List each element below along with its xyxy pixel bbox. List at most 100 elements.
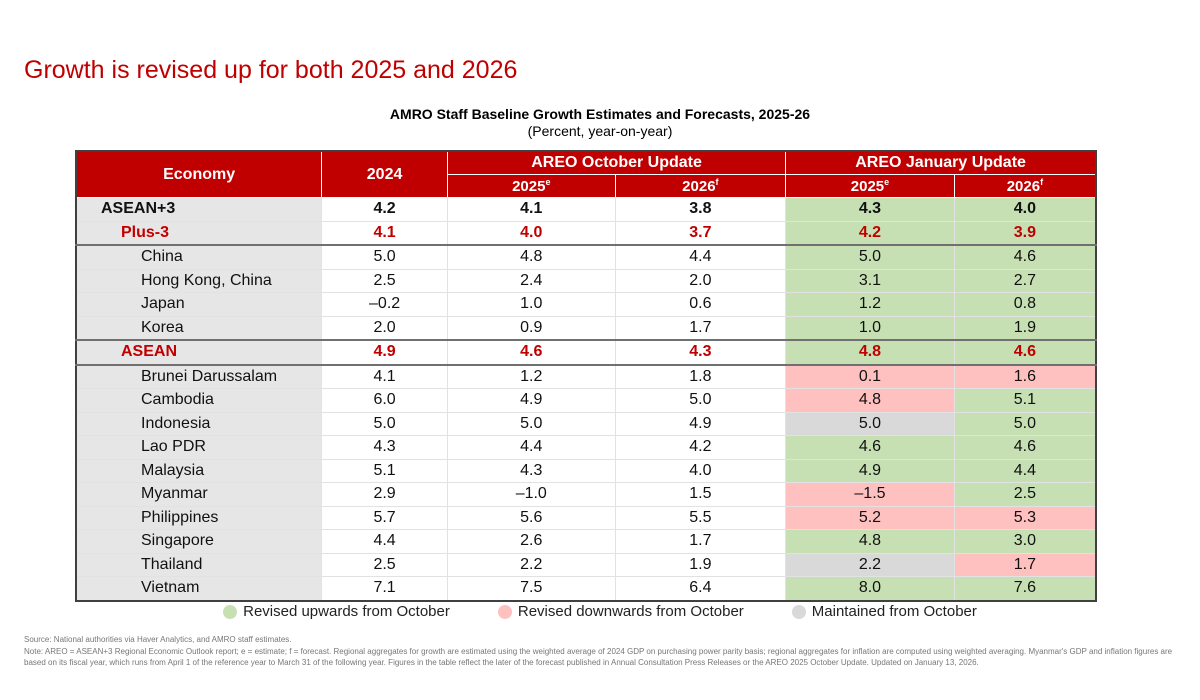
economy-cell: Hong Kong, China (75, 268, 323, 293)
table-row: Singapore 4.4 2.6 1.7 4.8 3.0 (75, 529, 1097, 554)
economy-cell: ASEAN+3 (75, 197, 323, 222)
value-oct-2025: 4.1 (446, 197, 616, 222)
value-jan-2026: 1.9 (953, 315, 1097, 341)
value-jan-2025: 3.1 (785, 268, 955, 293)
value-oct-2026: 5.5 (614, 505, 787, 530)
source-note: Source: National authorities via Haver A… (24, 635, 292, 644)
value-2024: 2.9 (321, 482, 448, 507)
table-row: ASEAN 4.9 4.6 4.3 4.8 4.6 (75, 339, 1097, 365)
economy-cell: Japan (75, 292, 323, 317)
value-2024: 4.2 (321, 197, 448, 222)
table-row: Malaysia 5.1 4.3 4.0 4.9 4.4 (75, 458, 1097, 483)
value-jan-2025: 1.2 (785, 292, 955, 317)
value-jan-2026: 0.8 (953, 292, 1097, 317)
value-oct-2025: 2.2 (446, 552, 616, 577)
header-oct-2025: 2025e (446, 174, 616, 198)
value-jan-2026: 1.6 (953, 363, 1097, 389)
value-2024: 4.1 (321, 220, 448, 246)
legend-item: Maintained from October (791, 603, 977, 620)
value-oct-2025: 4.3 (446, 458, 616, 483)
header-october-update: AREO October Update (446, 150, 787, 175)
table-row: ASEAN+3 4.2 4.1 3.8 4.3 4.0 (75, 197, 1097, 222)
value-jan-2026: 7.6 (953, 576, 1097, 601)
value-jan-2026: 5.3 (953, 505, 1097, 530)
value-jan-2026: 5.0 (953, 411, 1097, 436)
value-jan-2025: 2.2 (785, 552, 955, 577)
value-oct-2026: 5.0 (614, 388, 787, 413)
value-jan-2026: 1.7 (953, 552, 1097, 577)
value-2024: 7.1 (321, 576, 448, 601)
table-row: Lao PDR 4.3 4.4 4.2 4.6 4.6 (75, 435, 1097, 460)
legend-dot-icon (497, 604, 512, 619)
value-2024: 2.0 (321, 315, 448, 341)
table-row: Brunei Darussalam 4.1 1.2 1.8 0.1 1.6 (75, 363, 1097, 389)
table-row: China 5.0 4.8 4.4 5.0 4.6 (75, 244, 1097, 270)
value-jan-2025: 4.9 (785, 458, 955, 483)
value-oct-2026: 0.6 (614, 292, 787, 317)
value-jan-2026: 4.6 (953, 435, 1097, 460)
value-oct-2026: 1.7 (614, 529, 787, 554)
value-jan-2026: 4.6 (953, 339, 1097, 365)
legend-item: Revised downwards from October (497, 603, 744, 620)
value-oct-2025: 5.6 (446, 505, 616, 530)
value-jan-2025: 4.6 (785, 435, 955, 460)
slide-title: Growth is revised up for both 2025 and 2… (24, 56, 518, 84)
economy-cell: Myanmar (75, 482, 323, 507)
value-jan-2025: –1.5 (785, 482, 955, 507)
value-oct-2026: 2.0 (614, 268, 787, 293)
value-oct-2025: 2.4 (446, 268, 616, 293)
table-row: Hong Kong, China 2.5 2.4 2.0 3.1 2.7 (75, 268, 1097, 293)
value-oct-2026: 3.7 (614, 220, 787, 246)
value-jan-2025: 4.8 (785, 388, 955, 413)
value-2024: –0.2 (321, 292, 448, 317)
value-oct-2025: 5.0 (446, 411, 616, 436)
economy-cell: Philippines (75, 505, 323, 530)
header-jan-2026: 2026f (953, 174, 1097, 198)
value-jan-2025: 1.0 (785, 315, 955, 341)
legend-dot-icon (223, 604, 238, 619)
table-row: Philippines 5.7 5.6 5.5 5.2 5.3 (75, 505, 1097, 530)
value-jan-2025: 4.2 (785, 220, 955, 246)
value-oct-2025: 1.0 (446, 292, 616, 317)
value-oct-2026: 4.3 (614, 339, 787, 365)
value-oct-2025: 0.9 (446, 315, 616, 341)
value-oct-2025: 1.2 (446, 363, 616, 389)
value-oct-2026: 4.9 (614, 411, 787, 436)
value-oct-2025: 7.5 (446, 576, 616, 601)
growth-table: Economy 2024 AREO October Update AREO Ja… (75, 150, 1097, 602)
value-jan-2026: 3.9 (953, 220, 1097, 246)
note-text: Note: AREO = ASEAN+3 Regional Economic O… (24, 646, 1173, 668)
value-2024: 4.9 (321, 339, 448, 365)
value-2024: 4.4 (321, 529, 448, 554)
table-row: Thailand 2.5 2.2 1.9 2.2 1.7 (75, 552, 1097, 577)
header-jan-2025: 2025e (785, 174, 955, 198)
value-oct-2026: 1.9 (614, 552, 787, 577)
header-2024: 2024 (321, 150, 448, 198)
legend: Revised upwards from October Revised down… (0, 603, 1200, 620)
legend-label: Revised downwards from October (517, 603, 744, 620)
economy-cell: Plus-3 (75, 220, 323, 246)
value-jan-2026: 5.1 (953, 388, 1097, 413)
table-subtitle: (Percent, year-on-year) (527, 123, 673, 139)
table-row: Cambodia 6.0 4.9 5.0 4.8 5.1 (75, 388, 1097, 413)
value-jan-2025: 4.3 (785, 197, 955, 222)
legend-item: Revised upwards from October (223, 603, 450, 620)
footnotes: Source: National authorities via Haver A… (24, 634, 1174, 669)
header-january-update: AREO January Update (785, 150, 1097, 175)
value-2024: 4.1 (321, 363, 448, 389)
economy-cell: Korea (75, 315, 323, 341)
value-jan-2026: 2.7 (953, 268, 1097, 293)
value-2024: 5.1 (321, 458, 448, 483)
value-oct-2026: 1.5 (614, 482, 787, 507)
value-oct-2025: 4.0 (446, 220, 616, 246)
economy-cell: Singapore (75, 529, 323, 554)
value-jan-2026: 3.0 (953, 529, 1097, 554)
table-row: Myanmar 2.9 –1.0 1.5 –1.5 2.5 (75, 482, 1097, 507)
value-oct-2025: –1.0 (446, 482, 616, 507)
value-jan-2026: 4.4 (953, 458, 1097, 483)
economy-cell: Indonesia (75, 411, 323, 436)
legend-dot-icon (791, 604, 806, 619)
value-jan-2025: 0.1 (785, 363, 955, 389)
value-2024: 2.5 (321, 552, 448, 577)
value-jan-2026: 4.6 (953, 244, 1097, 270)
